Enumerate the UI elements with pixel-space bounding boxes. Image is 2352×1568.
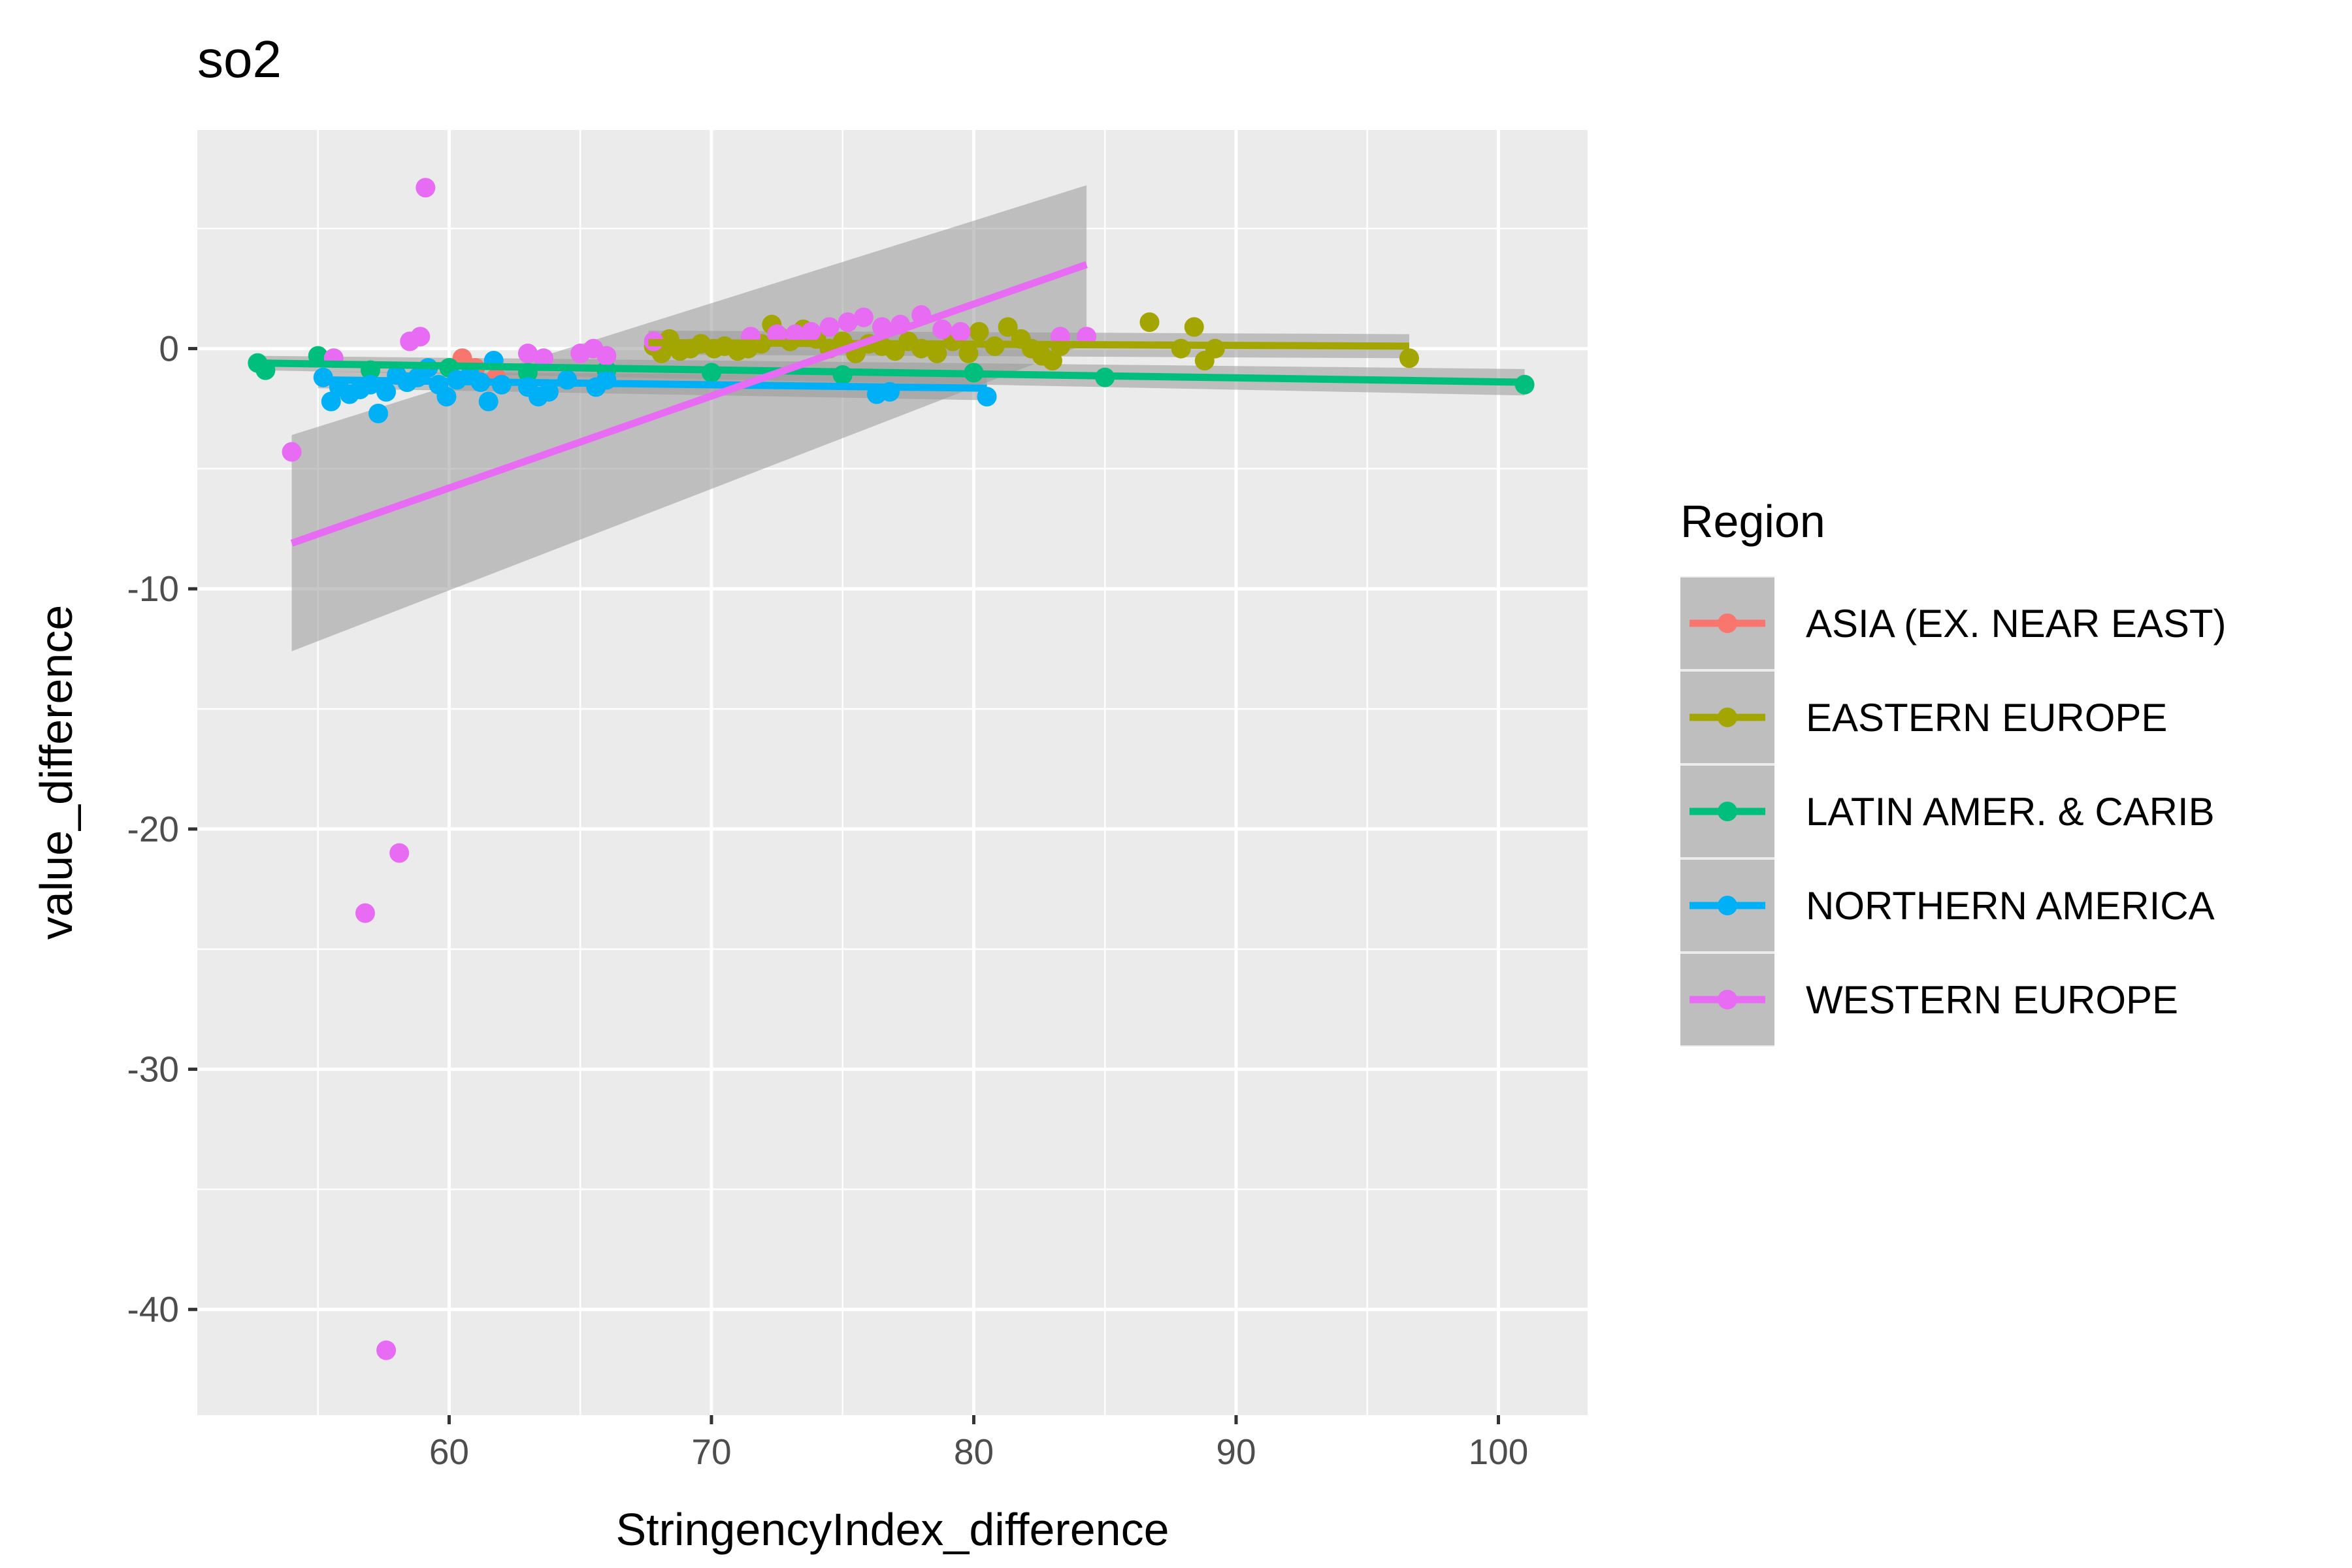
data-point	[767, 324, 787, 344]
y-axis-ticks: 0 -10 -20 -30 -40	[127, 329, 197, 1330]
y-tick-label: -20	[127, 809, 180, 849]
legend-key-point	[1718, 802, 1737, 821]
x-axis-ticks: 60 70 80 90 100	[429, 1415, 1529, 1472]
x-tick-label: 60	[429, 1431, 469, 1472]
data-point	[1184, 317, 1204, 337]
data-point	[517, 343, 538, 363]
data-point	[1399, 348, 1419, 368]
legend-label: NORTHERN AMERICA	[1806, 884, 2215, 928]
y-tick-label: -40	[127, 1289, 180, 1330]
fit-lines	[257, 261, 1525, 547]
legend-label: EASTERN EUROPE	[1806, 696, 2167, 740]
data-point	[801, 321, 821, 342]
x-axis-title: StringencyIndex_difference	[615, 1504, 1169, 1555]
confidence-band	[291, 185, 1087, 651]
legend-key-point	[1718, 613, 1737, 633]
data-point	[410, 327, 431, 347]
data-point	[282, 442, 302, 462]
data-point	[958, 343, 979, 363]
data-point	[1139, 312, 1160, 333]
y-tick-label: -30	[127, 1049, 180, 1090]
legend: Region ASIA (EX. NEAR EAST) EASTERN EUROP…	[1680, 496, 2227, 1047]
legend-label: ASIA (EX. NEAR EAST)	[1806, 602, 2227, 645]
legend-title: Region	[1680, 496, 1825, 547]
data-point	[321, 391, 341, 412]
data-point	[539, 382, 559, 402]
legend-key-point	[1718, 708, 1737, 727]
y-axis-title: value_difference	[31, 605, 82, 939]
data-point	[596, 346, 617, 366]
chart-title: so2	[197, 30, 282, 88]
x-tick-label: 70	[691, 1431, 731, 1472]
data-point	[853, 307, 874, 327]
x-tick-label: 100	[1469, 1431, 1529, 1472]
fit-line	[290, 261, 1088, 547]
y-tick-label: 0	[159, 329, 179, 369]
data-point	[951, 321, 971, 342]
legend-label: WESTERN EUROPE	[1806, 978, 2178, 1022]
data-point	[1042, 350, 1062, 370]
fit-line	[318, 376, 987, 392]
data-point	[838, 312, 858, 333]
data-point	[998, 317, 1018, 337]
x-tick-label: 80	[954, 1431, 994, 1472]
data-point	[927, 343, 947, 363]
data-point	[785, 324, 806, 344]
data-point	[368, 403, 389, 423]
data-point	[478, 391, 498, 412]
y-tick-label: -10	[127, 568, 180, 609]
data-point	[355, 903, 375, 923]
data-point	[533, 348, 553, 368]
data-point	[436, 387, 457, 407]
data-point	[376, 1340, 397, 1360]
fit-line	[257, 359, 1525, 386]
fit-line	[648, 338, 1409, 350]
data-point	[416, 178, 436, 198]
legend-label: LATIN AMER. & CARIB	[1806, 790, 2215, 834]
data-point	[932, 319, 953, 340]
data-point	[969, 321, 989, 342]
legend-key-point	[1718, 990, 1737, 1009]
data-point	[376, 382, 397, 402]
legend-key-point	[1718, 896, 1737, 915]
data-point	[819, 317, 840, 337]
x-tick-label: 90	[1216, 1431, 1256, 1472]
data-point	[389, 843, 410, 863]
